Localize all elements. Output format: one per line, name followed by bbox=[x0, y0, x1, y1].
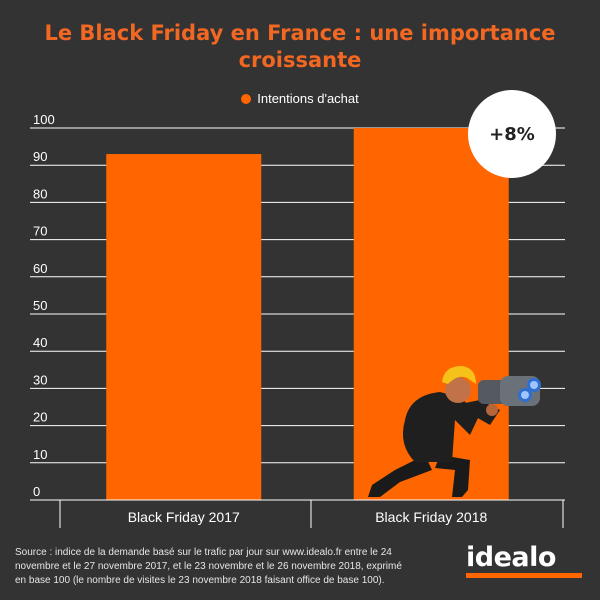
idealo-logo-text: idealo bbox=[466, 542, 556, 573]
chart-title: Le Black Friday en France : une importan… bbox=[0, 20, 600, 74]
y-tick-label: 10 bbox=[33, 447, 47, 462]
growth-badge-label: +8% bbox=[489, 123, 535, 145]
y-tick-label: 0 bbox=[33, 484, 40, 499]
chart-title-line-1: Le Black Friday en France : une importan… bbox=[44, 21, 556, 45]
source-line-2: novembre et le 27 novembre 2017, et le 2… bbox=[15, 561, 402, 572]
y-tick-label: 50 bbox=[33, 298, 47, 313]
y-tick-label: 30 bbox=[33, 372, 47, 387]
legend-swatch bbox=[241, 94, 252, 104]
y-tick-label: 80 bbox=[33, 186, 47, 201]
x-tick-label: Black Friday 2017 bbox=[128, 509, 240, 525]
y-tick-label: 90 bbox=[33, 149, 47, 164]
legend-label: Intentions d'achat bbox=[257, 91, 359, 106]
y-tick-label: 40 bbox=[33, 335, 47, 350]
y-tick-label: 100 bbox=[33, 112, 55, 127]
legend: Intentions d'achat bbox=[0, 91, 600, 106]
bars-layer bbox=[106, 128, 509, 501]
x-tick-label: Black Friday 2018 bbox=[375, 509, 487, 525]
y-tick-label: 60 bbox=[33, 261, 47, 276]
person-with-binoculars-icon bbox=[368, 366, 541, 497]
source-note: Source : indice de la demande basé sur l… bbox=[15, 546, 445, 588]
y-tick-label: 70 bbox=[33, 224, 47, 239]
source-line-3: en base 100 (le nombre de visites le 23 … bbox=[15, 575, 385, 586]
growth-badge: +8% bbox=[468, 90, 556, 178]
chart-title-line-2: croissante bbox=[238, 48, 362, 72]
idealo-logo-bar bbox=[466, 573, 582, 578]
y-tick-label: 20 bbox=[33, 410, 47, 425]
source-line-1: Source : indice de la demande basé sur l… bbox=[15, 547, 392, 558]
idealo-logo: idealo bbox=[466, 543, 582, 578]
bar bbox=[106, 154, 262, 501]
axis-layer: 0 10 20 30 40 50 60 70 80 90 100 Black Friday 2017 B… bbox=[30, 112, 565, 528]
